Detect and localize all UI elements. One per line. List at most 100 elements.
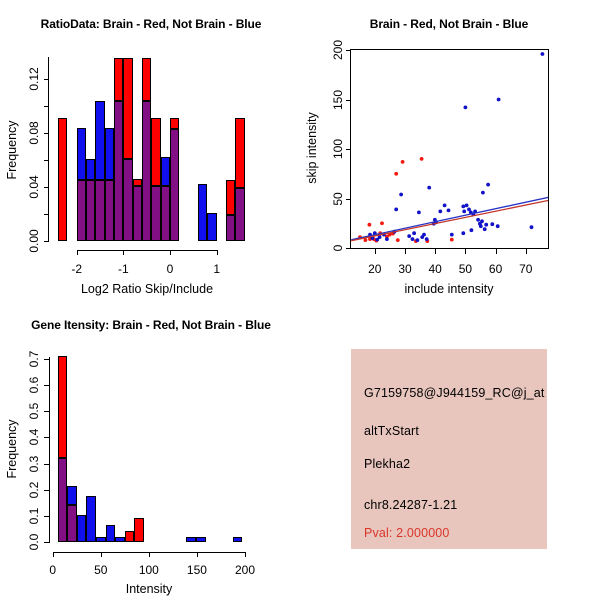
scatter-point-not-brain [415, 238, 420, 243]
hist-bar-overlap [132, 185, 142, 241]
scatter-point-brain [400, 160, 405, 164]
scatter-point-not-brain [490, 222, 495, 227]
x-tick-mark [76, 250, 78, 256]
y-tick-mark [43, 79, 48, 81]
y-tick-mark [44, 542, 49, 544]
hist-bar-notbrain [67, 485, 77, 505]
hist-bar-brain [226, 180, 236, 216]
hist-bar-notbrain [104, 127, 114, 181]
y-axis-line [48, 356, 50, 544]
hist-bar-notbrain [105, 524, 116, 543]
scatter-point-not-brain [481, 190, 485, 195]
scatter-point-not-brain [407, 234, 412, 239]
x-tick-mark [495, 249, 497, 254]
hist-bar-brain [124, 530, 135, 543]
gene-hist-title: Gene Itensity: Brain - Red, Not Brain - … [31, 318, 271, 332]
y-tick-mark [345, 149, 350, 150]
x-tick-label: 60 [488, 261, 503, 276]
x-tick-mark [100, 551, 102, 557]
y-tick-mark [345, 50, 350, 51]
scatter-plot-area [351, 52, 549, 244]
hist-bar-notbrain [76, 514, 87, 543]
y-tick-mark [43, 214, 48, 216]
y-tick-mark [345, 248, 350, 249]
scatter-point-not-brain [469, 228, 474, 233]
y-tick-mark [44, 437, 49, 439]
hist-bar-brain [170, 118, 180, 130]
x-tick-mark [170, 250, 171, 256]
hist-bar-brain [151, 118, 161, 186]
hist-bar-notbrain [95, 100, 105, 181]
scatter-point-not-brain [375, 237, 380, 242]
y-tick-label: 0.6 [26, 376, 41, 394]
x-axis-line [76, 250, 218, 252]
scatter-point-brain [449, 237, 454, 242]
y-tick-label: 0.12 [26, 67, 41, 91]
hist-bar-overlap [104, 180, 114, 241]
genomic-locus: chr8.24287-1.21 [364, 498, 458, 512]
hist-bar-brain [123, 57, 133, 159]
probeset-id: G7159758@J944159_RC@j_at [364, 386, 545, 400]
hist-bar-notbrain [186, 536, 196, 543]
scatter-point-not-brain [496, 97, 501, 102]
gene-hist-xlabel: Intensity [125, 582, 173, 596]
y-tick-label: 150 [330, 89, 345, 110]
x-tick-mark [435, 249, 437, 254]
hist-bar-brain [235, 118, 245, 189]
hist-bar-overlap [85, 180, 96, 241]
scatter-point-not-brain [417, 210, 421, 215]
y-tick-label: 100 [330, 138, 345, 160]
y-tick-mark [43, 133, 48, 135]
ratio-hist-xlabel: Log2 Ratio Skip/Include [80, 282, 214, 296]
hist-bar-brain [113, 57, 124, 101]
scatter-point-not-brain [495, 224, 500, 229]
scatter-point-not-brain [385, 237, 389, 242]
x-tick-mark [525, 249, 527, 254]
hist-bar-notbrain [195, 536, 206, 543]
scatter-point-not-brain [480, 219, 484, 224]
scatter-point-not-brain [462, 209, 467, 214]
hist-bar-notbrain [232, 536, 243, 543]
y-tick-label: 0.08 [26, 121, 41, 145]
scatter-point-not-brain [399, 192, 403, 197]
hist-bar-overlap [151, 185, 161, 241]
scatter-point-brain [367, 222, 372, 227]
y-tick-label: 200 [330, 39, 345, 61]
hist-bar-notbrain [76, 127, 86, 181]
x-tick-label: 30 [398, 261, 412, 276]
not-brain-fit-line [351, 196, 549, 241]
scatter-point-not-brain [464, 203, 469, 208]
x-tick-label: 0 [49, 562, 57, 577]
hist-bar-brain [134, 518, 145, 543]
ratio-hist-ylabel: Frequency [5, 120, 19, 180]
y-axis-line [48, 57, 49, 242]
hist-bar-notbrain [207, 212, 217, 241]
hist-bar-brain [57, 118, 68, 241]
scatter-point-not-brain [449, 232, 454, 237]
y-tick-mark [345, 198, 350, 200]
scatter-point-not-brain [424, 237, 429, 242]
hist-bar-overlap [95, 180, 105, 241]
scatter-point-not-brain [438, 209, 443, 214]
y-tick-mark [44, 463, 49, 465]
scatter-point-not-brain [486, 182, 490, 187]
y-tick-label: 0.4 [26, 428, 41, 446]
hist-bar-overlap [76, 180, 86, 241]
scatter-point-not-brain [463, 105, 468, 110]
y-tick-label: 0.3 [26, 455, 41, 472]
x-tick-label: -2 [71, 261, 82, 276]
scatter-point-not-brain [482, 227, 487, 232]
scatter-point-not-brain [529, 225, 534, 230]
y-tick-label: 0.00 [26, 229, 41, 253]
splice-event-type: altTxStart [364, 424, 419, 438]
hist-bar-notbrain [95, 536, 106, 543]
y-tick-mark [44, 411, 49, 413]
scatter-point-not-brain [377, 235, 382, 240]
y-tick-label: 0.04 [26, 175, 41, 199]
brain-fit-line [351, 199, 549, 242]
y-tick-mark [44, 358, 49, 360]
x-tick-label: 50 [94, 562, 108, 577]
gene-info-panel [351, 349, 547, 549]
scatter-point-not-brain [394, 207, 399, 212]
hist-bar-brain [57, 355, 68, 459]
